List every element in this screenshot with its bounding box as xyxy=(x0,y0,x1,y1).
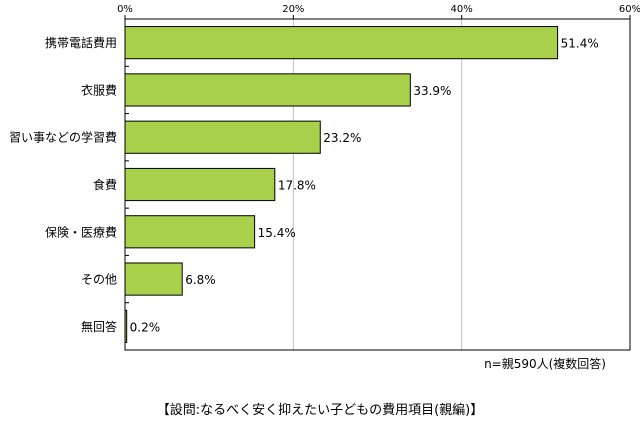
bar xyxy=(124,167,276,202)
value-label: 17.8% xyxy=(278,179,316,193)
value-label: 0.2% xyxy=(130,320,161,334)
bar xyxy=(124,26,559,60)
category-label: その他 xyxy=(81,273,117,287)
x-tick-label: 60% xyxy=(619,4,640,15)
gridlines xyxy=(292,19,463,350)
value-label: 51.4% xyxy=(561,37,599,51)
sample-size-note: n=親590人(複数回答) xyxy=(484,357,606,371)
bar xyxy=(124,262,183,296)
bar xyxy=(124,73,411,107)
bars xyxy=(124,26,559,343)
x-tick-label: 40% xyxy=(451,4,473,15)
bar xyxy=(124,215,256,249)
plot-frame xyxy=(124,18,631,351)
value-label: 15.4% xyxy=(258,226,296,240)
x-tick-label: 20% xyxy=(282,4,304,15)
x-tick-label: 0% xyxy=(117,4,133,15)
category-label: 習い事などの学習費 xyxy=(9,130,117,145)
value-label: 23.2% xyxy=(323,131,361,145)
category-label: 携帯電話費用 xyxy=(45,35,117,50)
axes xyxy=(124,15,631,351)
category-label: 無回答 xyxy=(81,319,117,334)
category-label: 衣服費 xyxy=(81,82,117,97)
category-label: 食費 xyxy=(93,177,117,192)
bar xyxy=(124,120,321,154)
category-label: 保険・医療費 xyxy=(45,224,117,239)
value-label: 6.8% xyxy=(185,273,216,287)
chart-caption: 【設問:なるべく安く抑えたい子どもの費用項目(親編)】 xyxy=(156,403,484,418)
value-label: 33.9% xyxy=(413,84,451,98)
labels: 0% 20% 40% 60% 携帯電話費用 51.4% 衣服費 33.9% 習い事などの学習費 2… xyxy=(9,4,640,334)
